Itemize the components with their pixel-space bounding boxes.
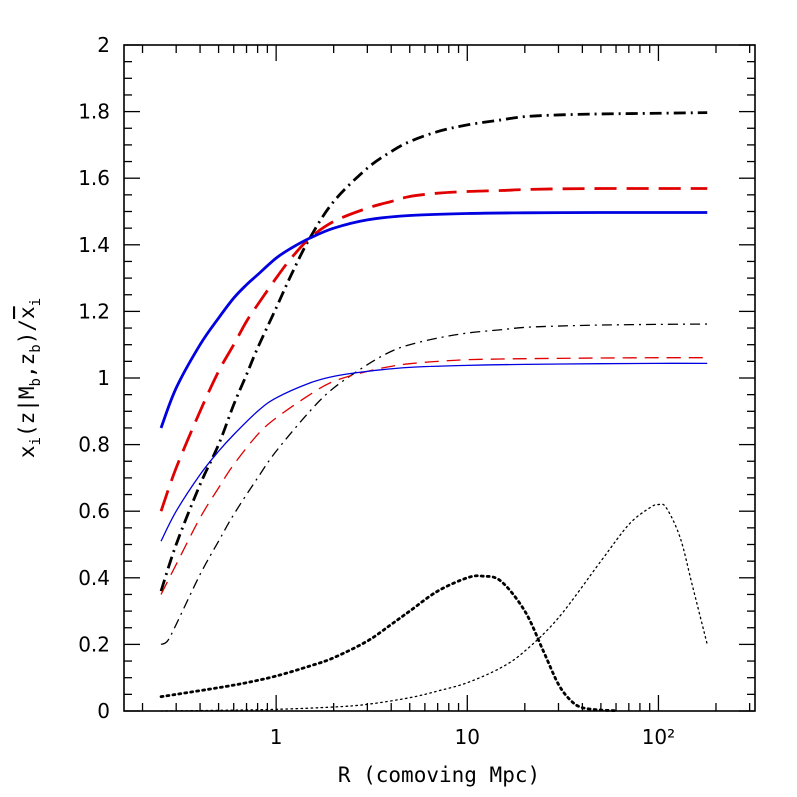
series-line-7 (159, 574, 618, 713)
x-tick-label: 10² (642, 725, 675, 749)
y-tick-label: 0.6 (78, 499, 110, 523)
series-line-6 (160, 362, 708, 542)
series-line-8 (160, 503, 708, 712)
series-group (159, 111, 708, 713)
series-line-4 (160, 323, 708, 646)
plot-frame (123, 44, 756, 712)
y-tick-label: 0.2 (78, 632, 110, 656)
y-tick-label: 1.2 (78, 299, 110, 323)
y-axis-label: xi(z|Mb,zb)/xi (15, 298, 44, 458)
x-axis-label: R (comoving Mpc) (338, 763, 540, 787)
y-tick-label: 1.4 (78, 233, 110, 257)
x-tick-label: 1 (270, 725, 283, 749)
series-line-1 (159, 111, 708, 592)
y-tick-label: 1.6 (78, 166, 110, 190)
x-tick-label: 10 (455, 725, 480, 749)
tick-labels: 0 0.2 0.4 0.6 0.8 1 1.2 1.4 1.6 1.8 2 1 10 10² (78, 33, 675, 749)
y-tick-label: 0.8 (78, 433, 110, 457)
axis-ticks (124, 44, 755, 712)
y-tick-label: 1.8 (78, 100, 110, 124)
y-tick-label: 1 (97, 366, 110, 390)
y-tick-label: 0 (97, 699, 110, 723)
y-tick-label: 2 (97, 33, 110, 57)
y-tick-label: 0.4 (78, 566, 110, 590)
series-line-3 (159, 211, 708, 429)
series-line-5 (160, 357, 708, 595)
svg-text:xi(z|Mb,zb)/xi: xi(z|Mb,zb)/xi (15, 298, 44, 458)
series-line-2 (159, 187, 708, 512)
